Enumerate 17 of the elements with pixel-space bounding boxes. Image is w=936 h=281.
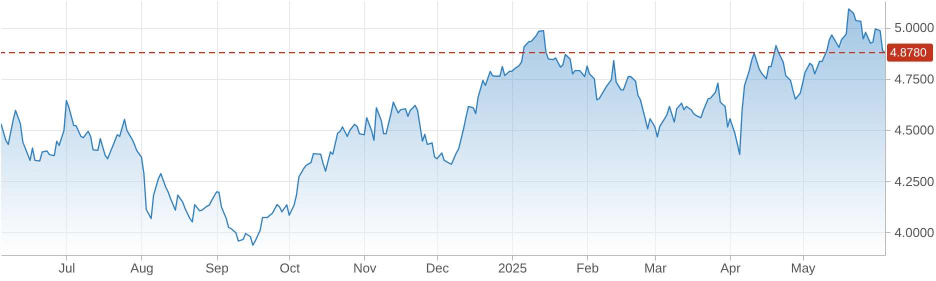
x-tick-label: Mar xyxy=(644,260,668,276)
x-tick-label: Oct xyxy=(280,260,300,276)
x-tick-label: Apr xyxy=(720,260,742,276)
y-tick-label: 5.0000 xyxy=(894,20,934,36)
x-tick-label: Aug xyxy=(130,260,154,276)
y-tick-label: 4.5000 xyxy=(894,122,934,138)
x-tick-label: Feb xyxy=(576,260,599,276)
x-tick-label: Sep xyxy=(205,260,229,276)
y-tick-label: 4.7500 xyxy=(894,71,934,86)
x-tick-label: Nov xyxy=(353,260,377,276)
x-tick-label: 2025 xyxy=(498,260,527,276)
x-tick-label: May xyxy=(790,260,816,276)
x-tick-label: Dec xyxy=(426,260,450,276)
ref-line-label: 4.8780 xyxy=(890,46,928,60)
y-tick-label: 4.0000 xyxy=(894,224,934,240)
x-tick-label: Jul xyxy=(58,260,76,276)
y-tick-label: 4.2500 xyxy=(894,174,934,189)
